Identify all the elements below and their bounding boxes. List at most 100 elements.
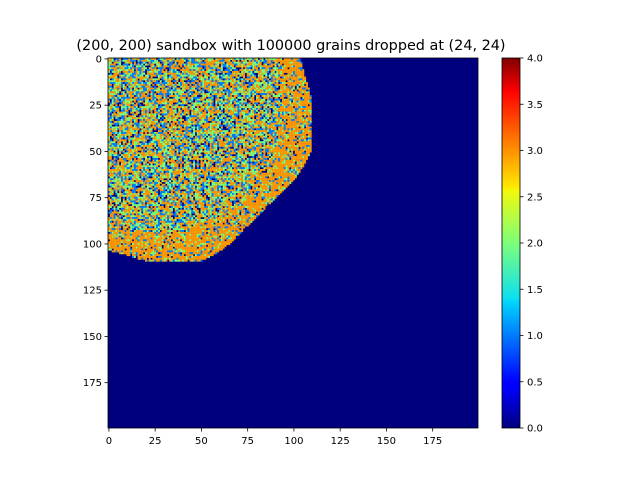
- heatmap-cell: [274, 137, 277, 140]
- heatmap-cell: [241, 150, 244, 153]
- heatmap-cell: [217, 72, 220, 75]
- heatmap-cell: [217, 96, 220, 99]
- heatmap-cell: [204, 72, 207, 75]
- heatmap-cell: [194, 98, 197, 101]
- heatmap-cell: [139, 70, 142, 73]
- heatmap-cell: [204, 113, 207, 116]
- heatmap-cell: [294, 89, 297, 92]
- heatmap-cell: [130, 144, 133, 147]
- heatmap-cell: [108, 107, 110, 110]
- heatmap-cell: [250, 65, 253, 68]
- heatmap-cell: [270, 70, 273, 73]
- heatmap-cell: [196, 96, 199, 99]
- heatmap-cell: [150, 128, 153, 131]
- heatmap-cell: [109, 95, 112, 97]
- heatmap-cell: [172, 139, 175, 142]
- heatmap-cell: [185, 65, 188, 68]
- heatmap-cell: [300, 119, 303, 122]
- heatmap-cell: [189, 128, 192, 131]
- heatmap-cell: [165, 89, 168, 92]
- heatmap-cell: [146, 59, 149, 62]
- heatmap-cell: [224, 95, 227, 97]
- heatmap-cell: [132, 152, 135, 155]
- heatmap-cell: [135, 117, 138, 120]
- heatmap-cell: [154, 143, 157, 146]
- heatmap-cell: [278, 132, 281, 134]
- heatmap-cell: [257, 132, 260, 134]
- heatmap-cell: [276, 141, 279, 144]
- heatmap-cell: [159, 83, 162, 86]
- heatmap-cell: [283, 122, 286, 125]
- heatmap-cell: [263, 152, 266, 155]
- heatmap-cell: [294, 67, 297, 70]
- heatmap-cell: [241, 122, 244, 125]
- heatmap-cell: [157, 61, 160, 64]
- heatmap-cell: [261, 132, 264, 134]
- heatmap-cell: [293, 76, 295, 79]
- heatmap-cell: [200, 83, 203, 86]
- heatmap-cell: [226, 65, 229, 68]
- heatmap-cell: [119, 111, 122, 114]
- heatmap-cell: [246, 150, 249, 153]
- heatmap-cell: [248, 119, 251, 122]
- heatmap-cell: [281, 128, 284, 131]
- heatmap-cell: [137, 148, 140, 151]
- heatmap-cell: [289, 95, 292, 97]
- heatmap-cell: [120, 85, 123, 88]
- heatmap-cell: [235, 141, 238, 144]
- heatmap-cell: [139, 104, 142, 107]
- heatmap-cell: [191, 76, 194, 79]
- heatmap-cell: [215, 100, 218, 103]
- heatmap-cell: [256, 122, 258, 125]
- heatmap-cell: [252, 82, 255, 85]
- heatmap-cell: [220, 106, 223, 109]
- heatmap-cell: [211, 126, 214, 129]
- heatmap-cell: [174, 87, 177, 90]
- heatmap-cell: [191, 89, 194, 92]
- heatmap-cell: [252, 85, 255, 88]
- heatmap-cell: [163, 91, 166, 94]
- heatmap-cell: [189, 67, 192, 70]
- heatmap-cell: [154, 85, 157, 88]
- heatmap-cell: [220, 74, 223, 77]
- heatmap-cell: [154, 133, 157, 136]
- heatmap-cell: [206, 141, 209, 144]
- heatmap-cell: [137, 65, 140, 68]
- heatmap-cell: [224, 87, 227, 90]
- heatmap-cell: [224, 135, 227, 138]
- heatmap-cell: [281, 124, 284, 127]
- heatmap-cell: [243, 132, 246, 134]
- heatmap-cell: [130, 69, 133, 72]
- heatmap-cell: [228, 135, 231, 138]
- heatmap-cell: [276, 96, 279, 99]
- heatmap-cell: [307, 109, 310, 112]
- heatmap-cell: [219, 132, 221, 134]
- heatmap-cell: [209, 132, 212, 134]
- heatmap-cell: [154, 96, 157, 99]
- heatmap-cell: [185, 137, 188, 140]
- heatmap-cell: [307, 113, 310, 116]
- heatmap-cell: [124, 122, 127, 125]
- heatmap-cell: [126, 126, 129, 129]
- heatmap-cell: [137, 152, 140, 155]
- heatmap-cell: [230, 83, 233, 86]
- heatmap-cell: [200, 59, 203, 62]
- heatmap-cell: [309, 115, 312, 118]
- heatmap-cell: [115, 122, 118, 125]
- heatmap-cell: [204, 80, 207, 83]
- heatmap-cell: [250, 106, 253, 109]
- heatmap-cell: [120, 104, 123, 107]
- heatmap-cell: [268, 132, 271, 134]
- heatmap-cell: [285, 85, 288, 88]
- heatmap-cell: [145, 137, 147, 140]
- heatmap-cell: [143, 124, 146, 127]
- heatmap-cell: [180, 63, 183, 66]
- heatmap-cell: [230, 82, 233, 85]
- heatmap-cell: [281, 87, 284, 90]
- heatmap-cell: [180, 74, 183, 77]
- heatmap-cell: [256, 58, 258, 60]
- heatmap-cell: [183, 102, 186, 105]
- heatmap-cell: [224, 83, 227, 86]
- heatmap-cell: [174, 144, 177, 147]
- heatmap-cell: [117, 91, 120, 94]
